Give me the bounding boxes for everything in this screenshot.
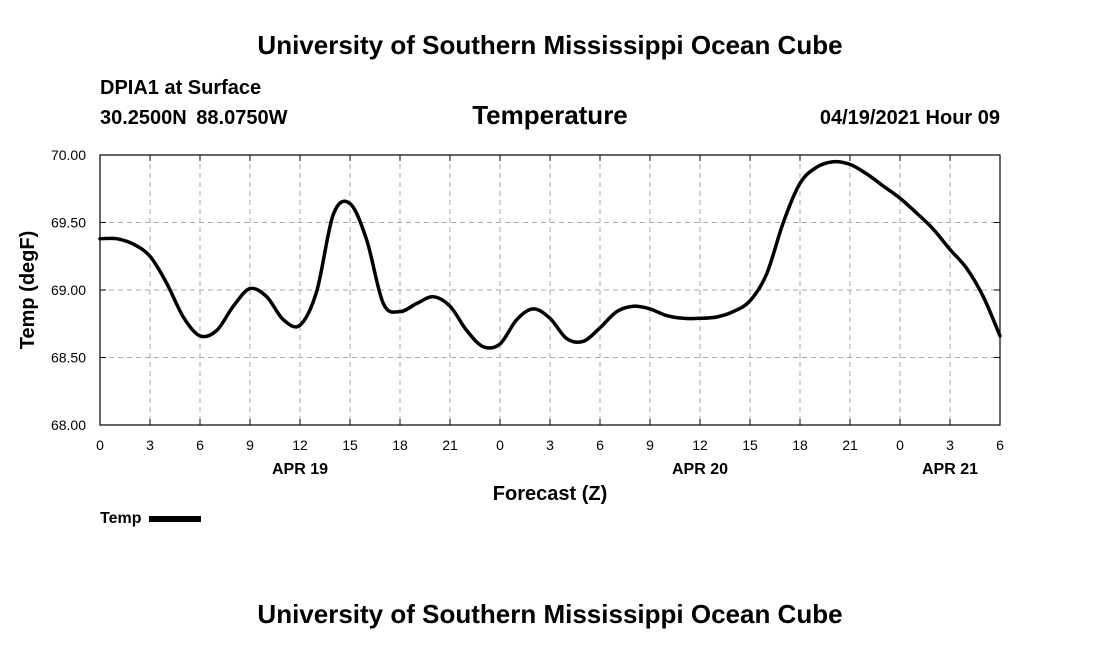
coordinates-label: 30.2500N 88.0750W [100, 107, 288, 129]
x-tick-label: 18 [792, 437, 808, 453]
y-tick-label: 69.00 [51, 282, 86, 298]
grid-layer [100, 155, 1000, 425]
x-tick-label: 0 [96, 437, 104, 453]
chart-footer-title: University of Southern Mississippi Ocean… [257, 599, 843, 629]
x-tick-label: 6 [996, 437, 1004, 453]
x-tick-label: 21 [442, 437, 458, 453]
datetime-label: 04/19/2021 Hour 09 [819, 107, 1000, 129]
date-label: APR 21 [922, 461, 978, 478]
x-tick-label: 21 [842, 437, 858, 453]
y-axis-label: Temp (degF) [17, 231, 39, 350]
x-tick-label: 9 [246, 437, 254, 453]
x-tick-label: 15 [742, 437, 758, 453]
x-tick-label: 3 [546, 437, 554, 453]
station-label: DPIA1 at Surface [100, 77, 262, 99]
chart-header-title: University of Southern Mississippi Ocean… [257, 30, 843, 60]
x-tick-label: 0 [496, 437, 504, 453]
x-tick-label: 3 [946, 437, 954, 453]
x-tick-label: 6 [196, 437, 204, 453]
x-tick-label: 0 [896, 437, 904, 453]
x-axis-label: Forecast (Z) [493, 483, 607, 505]
x-tick-label: 15 [342, 437, 358, 453]
x-tick-label: 6 [596, 437, 604, 453]
date-label: APR 20 [672, 461, 728, 478]
legend-label: Temp [100, 510, 142, 527]
temp-series-line [98, 159, 1002, 350]
x-tick-label: 12 [292, 437, 308, 453]
variable-title: Temperature [472, 100, 628, 130]
y-tick-label: 70.00 [51, 147, 86, 163]
y-tick-label: 68.50 [51, 350, 86, 366]
legend-swatch [149, 516, 202, 522]
plot-frame [99, 154, 1001, 426]
y-tick-label: 69.50 [51, 215, 86, 231]
legend: Temp [100, 510, 202, 528]
x-tick-label: 3 [146, 437, 154, 453]
y-tick-label: 68.00 [51, 417, 86, 433]
x-tick-label: 18 [392, 437, 408, 453]
x-tick-label: 12 [692, 437, 708, 453]
tick-label-layer: 0 3 6 9 12 15 18 21 0 3 6 9 12 15 18 21 0 3 6 68.00 68.50 69.… [51, 147, 1004, 478]
x-tick-label: 9 [646, 437, 654, 453]
date-label: APR 19 [272, 461, 328, 478]
